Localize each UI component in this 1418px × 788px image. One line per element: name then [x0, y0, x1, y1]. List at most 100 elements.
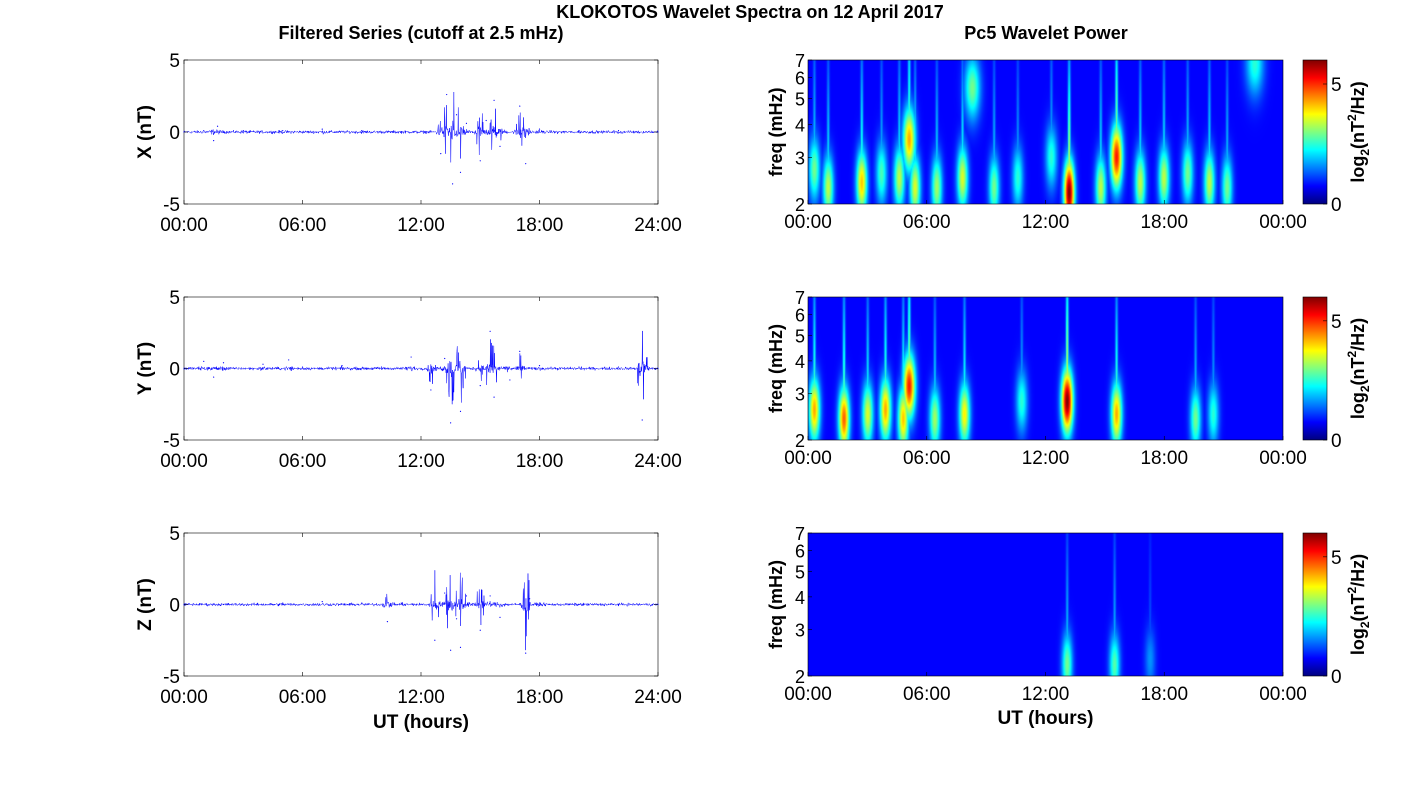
data-point	[440, 153, 442, 155]
data-point	[400, 602, 402, 604]
y-tick-label: 0	[169, 123, 180, 144]
data-point	[400, 131, 402, 133]
y-tick-label: 5	[795, 90, 805, 110]
data-point	[641, 419, 643, 421]
data-point	[538, 602, 541, 604]
data-point	[321, 601, 323, 603]
colorbar-label-part: 2	[1358, 385, 1372, 392]
y-axis-label: freq (mHz)	[766, 87, 786, 176]
y-tick-label: 3	[795, 148, 805, 168]
x-tick-label: 18:00	[516, 451, 564, 472]
colorbar-label-part: 2	[1345, 587, 1359, 594]
y-tick-label: 5	[795, 326, 805, 346]
data-point	[578, 129, 580, 132]
y-tick-label: 0	[169, 360, 180, 381]
y-tick-label: 6	[795, 542, 805, 562]
data-point	[489, 595, 491, 597]
x-tick-label: 12:00	[1022, 448, 1070, 469]
data-point	[485, 119, 487, 122]
colorbar-tick-label: 0	[1331, 431, 1342, 452]
data-point	[213, 376, 215, 378]
colorbar-tick-label: 5	[1331, 312, 1342, 333]
x-tick-label: 18:00	[516, 215, 564, 236]
data-point	[479, 160, 481, 162]
data-point	[525, 652, 527, 654]
colorbar-label-part: 2	[1345, 114, 1359, 121]
data-point	[222, 362, 225, 364]
data-point	[452, 183, 454, 185]
data-point	[455, 114, 458, 116]
data-point	[519, 105, 521, 107]
x-tick-label: 18:00	[1140, 448, 1188, 469]
data-point	[444, 357, 446, 360]
timeseries-panel-x-filtered: 00:00 06:00 12:00 18:00 24:00 -5 0 5 X (nT)	[135, 51, 682, 236]
colorbar-label-part: (nT	[1348, 594, 1368, 622]
data-point	[479, 385, 481, 387]
x-tick-label: 12:00	[397, 687, 445, 708]
right-column-title: Pc5 Wavelet Power	[964, 23, 1127, 43]
data-point	[386, 621, 389, 623]
colorbar-tick-label: 0	[1331, 195, 1342, 216]
colorbar-label-part: 2	[1358, 149, 1372, 156]
data-point	[509, 379, 511, 381]
x-tick-label: 06:00	[279, 215, 327, 236]
colorbar-label: log2(nT2/Hz)	[1345, 81, 1372, 182]
y-tick-label: 5	[169, 51, 180, 72]
data-point	[538, 365, 541, 367]
y-tick-label: 4	[795, 352, 805, 372]
colorbar-tick-label: 5	[1331, 75, 1342, 96]
colorbar-label-part: log	[1348, 156, 1368, 183]
y-axis-label: freq (mHz)	[766, 324, 786, 413]
data-point	[465, 595, 468, 597]
y-axis-label: X (nT)	[135, 105, 156, 159]
data-point	[459, 646, 462, 649]
x-tick-label: 18:00	[516, 687, 564, 708]
y-tick-label: 4	[795, 588, 805, 608]
colorbar-label-part: log	[1348, 628, 1368, 655]
x-tick-label: 00:00	[160, 215, 208, 236]
x-axis-label: UT (hours)	[373, 712, 469, 733]
colorbar-label-part: (nT	[1348, 121, 1368, 149]
x-tick-label: 06:00	[279, 451, 327, 472]
data-point	[645, 365, 647, 367]
x-tick-label: 24:00	[634, 451, 682, 472]
data-point	[213, 140, 215, 142]
y-tick-label: 7	[795, 288, 805, 308]
colorbar-label-part: log	[1348, 392, 1368, 419]
y-tick-label: 5	[169, 288, 180, 309]
y-tick-label: 5	[795, 562, 805, 582]
figure-suptitle: KLOKOTOS Wavelet Spectra on 12 April 201…	[556, 2, 943, 22]
data-point	[455, 365, 458, 367]
data-point	[222, 131, 225, 133]
y-tick-label: 7	[795, 524, 805, 544]
data-point	[617, 129, 620, 132]
data-point	[430, 389, 432, 391]
colorbar-tick-label: 0	[1331, 667, 1342, 688]
colorbar-tick-label: 5	[1331, 548, 1342, 569]
x-tick-label: 24:00	[634, 215, 682, 236]
y-tick-label: 2	[795, 195, 805, 215]
colorbar-label-part: 2	[1358, 621, 1372, 628]
data-point	[455, 618, 458, 620]
colorbar-label-part: 2	[1345, 351, 1359, 358]
y-tick-label: 5	[169, 524, 180, 545]
y-tick-label: 0	[169, 596, 180, 617]
colorbar-label-part: /Hz)	[1348, 81, 1368, 114]
x-tick-label: 00:00	[784, 448, 832, 469]
colorbar-label: log2(nT2/Hz)	[1345, 318, 1372, 419]
colorbar-gradient	[1302, 296, 1328, 441]
wavelet-heatmap	[808, 297, 1283, 440]
y-axis-label: Z (nT)	[135, 578, 156, 631]
x-tick-label: 00:00	[1259, 684, 1307, 705]
data-point	[578, 603, 580, 606]
data-point	[489, 330, 491, 332]
x-tick-label: 06:00	[903, 448, 951, 469]
x-tick-label: 06:00	[903, 212, 951, 233]
data-point	[222, 603, 225, 606]
data-point	[203, 360, 205, 362]
